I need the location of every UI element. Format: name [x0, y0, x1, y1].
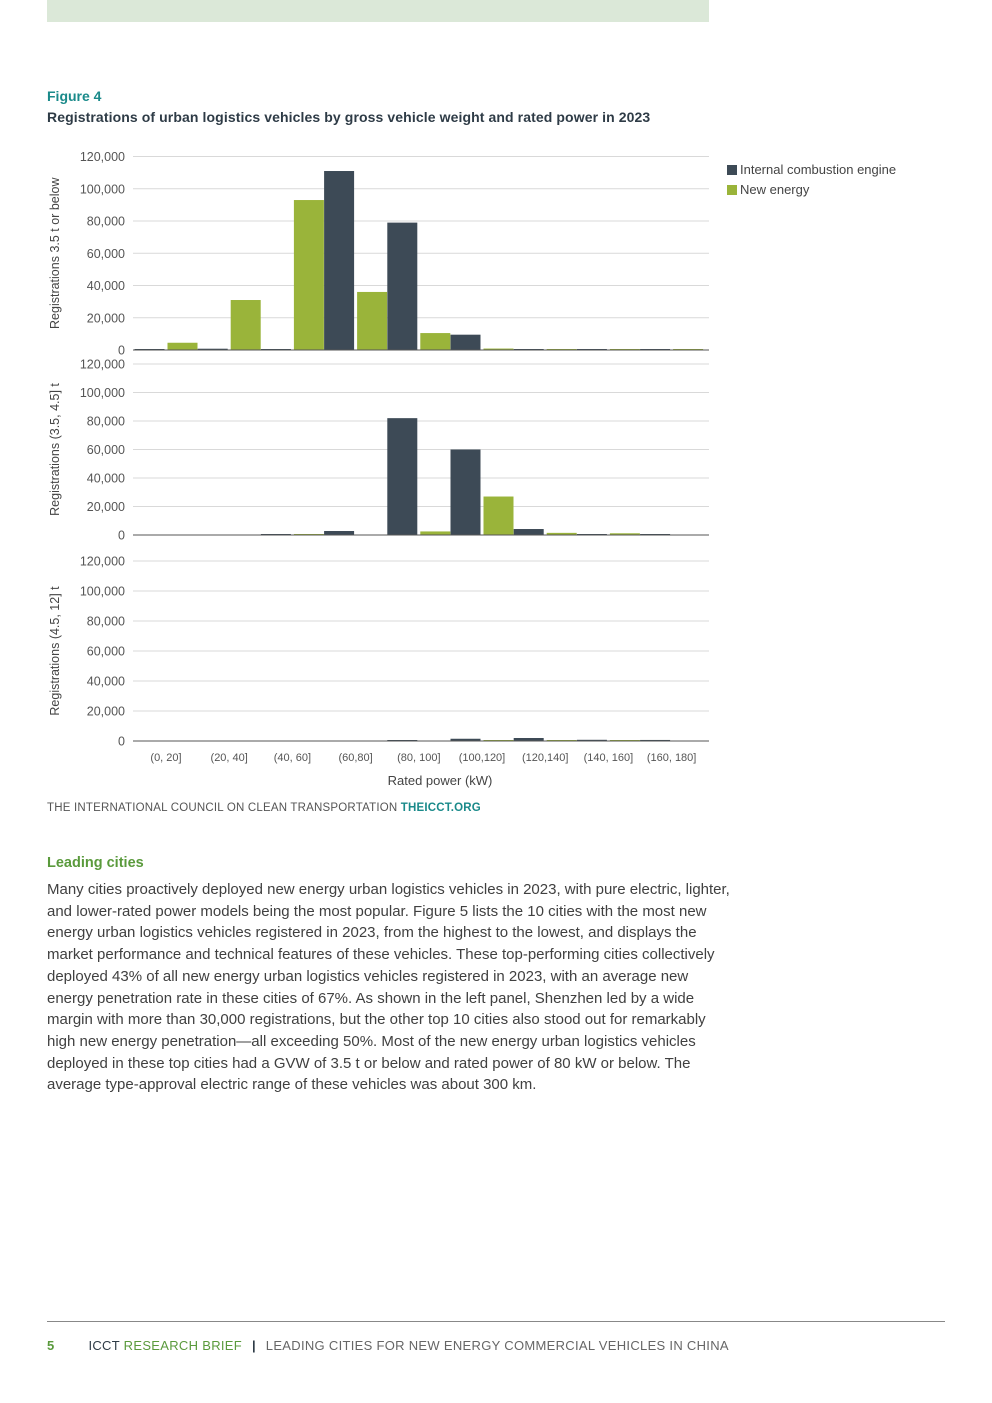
footer-org: ICCT [88, 1338, 120, 1353]
y-tick-label: 40,000 [87, 472, 125, 486]
legend-swatch [727, 185, 737, 195]
ne-bar [420, 333, 451, 350]
ice-bar [450, 738, 481, 741]
x-tick-label: (120,140] [522, 752, 568, 764]
source-link[interactable]: THEICCT.ORG [400, 802, 481, 814]
ice-bar [387, 418, 418, 535]
y-tick-label: 20,000 [87, 500, 125, 514]
ice-bar [450, 334, 481, 350]
x-tick-label: (140, 160] [584, 752, 634, 764]
section-heading: Leading cities [47, 855, 144, 871]
y-tick-label: 100,000 [80, 386, 125, 400]
source-org: THE INTERNATIONAL COUNCIL ON CLEAN TRANS… [47, 802, 398, 814]
y-tick-label: 120,000 [80, 555, 125, 569]
ne-bar [420, 531, 451, 535]
ice-bar [197, 348, 228, 350]
y-tick-label: 80,000 [87, 215, 125, 229]
y-axis-title: Registrations (4.5, 12] t [48, 586, 62, 716]
legend-label: New energy [740, 182, 810, 197]
y-tick-label: 0 [118, 529, 125, 543]
bar-chart: 0 20,000 40,000 60,000 80,000 100,000 120,000 R… [48, 150, 896, 788]
ne-bar [293, 200, 324, 350]
ne-bar [483, 348, 514, 350]
ne-bar [546, 532, 577, 535]
x-tick-label: (100,120] [459, 752, 505, 764]
ice-bar [513, 738, 544, 741]
x-tick-label: (0, 20] [150, 752, 181, 764]
x-tick-label: (160, 180] [647, 752, 697, 764]
figure-title: Registrations of urban logistics vehicle… [47, 109, 651, 125]
y-tick-label: 20,000 [87, 705, 125, 719]
y-tick-label: 40,000 [87, 279, 125, 293]
y-axis-title: Registrations (3.5, 4.5] t [48, 383, 62, 516]
ice-bar [450, 449, 481, 535]
y-tick-label: 60,000 [87, 645, 125, 659]
ice-bar [324, 531, 355, 535]
ice-bar [640, 739, 671, 741]
y-tick-label: 100,000 [80, 182, 125, 196]
y-tick-label: 0 [118, 735, 125, 749]
y-tick-label: 40,000 [87, 675, 125, 689]
y-tick-label: 120,000 [80, 150, 125, 164]
ne-bar [167, 342, 198, 350]
x-tick-label: (60,80] [338, 752, 372, 764]
x-tick-label: (40, 60] [274, 752, 311, 764]
y-tick-label: 80,000 [87, 415, 125, 429]
x-axis-title: Rated power (kW) [388, 773, 493, 788]
ice-bar [387, 222, 418, 350]
y-tick-label: 0 [118, 344, 125, 358]
footer-separator: | [251, 1338, 256, 1353]
y-axis-title: Registrations 3.5 t or below [48, 177, 62, 329]
header-band [47, 0, 709, 22]
y-tick-label: 60,000 [87, 443, 125, 457]
legend-swatch [727, 165, 737, 175]
x-tick-label: (80, 100] [397, 752, 440, 764]
ice-bar [576, 739, 607, 741]
ne-bar [357, 291, 388, 350]
page-footer: 5 ICCT RESEARCH BRIEF | LEADING CITIES F… [47, 1338, 729, 1353]
ne-bar [483, 496, 514, 535]
ne-bar [609, 533, 640, 535]
ice-bar [324, 171, 355, 350]
ne-bar [230, 300, 261, 350]
ice-bar [513, 529, 544, 535]
x-tick-label: (20, 40] [211, 752, 248, 764]
y-tick-label: 100,000 [80, 585, 125, 599]
source-line: THE INTERNATIONAL COUNCIL ON CLEAN TRANS… [47, 802, 481, 814]
y-tick-label: 80,000 [87, 615, 125, 629]
y-tick-label: 120,000 [80, 358, 125, 372]
page-number: 5 [47, 1338, 55, 1353]
footer-title: LEADING CITIES FOR NEW ENERGY COMMERCIAL… [265, 1338, 729, 1353]
footer-brief: RESEARCH BRIEF [123, 1338, 243, 1353]
y-tick-label: 20,000 [87, 311, 125, 325]
legend-label: Internal combustion engine [740, 162, 896, 177]
body-paragraph: Many cities proactively deployed new ene… [47, 881, 730, 1094]
footer-divider [47, 1321, 945, 1322]
figure-label: Figure 4 [47, 88, 102, 104]
y-tick-label: 60,000 [87, 247, 125, 261]
